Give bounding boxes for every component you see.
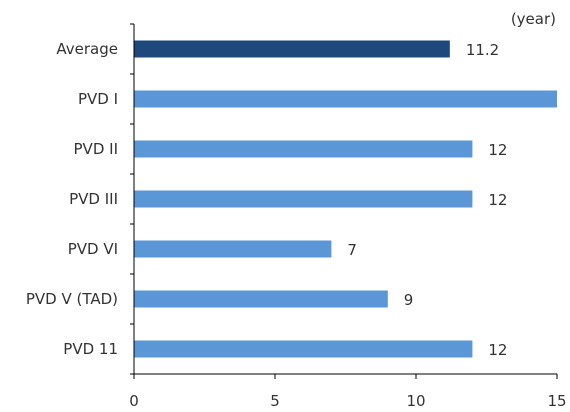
- bar-pvd-v-tad: [134, 290, 388, 308]
- bar-pvd-11: [134, 340, 473, 358]
- x-tick-label: 10: [406, 392, 425, 410]
- value-label: 11.2: [466, 41, 499, 59]
- category-label: Average: [56, 40, 118, 58]
- value-label: 12: [488, 341, 507, 359]
- category-label: PVD I: [78, 90, 118, 108]
- bar-average: [134, 40, 450, 58]
- value-label: 12: [488, 191, 507, 209]
- value-label: 7: [347, 241, 357, 259]
- axes-group: 0 5 10 15: [129, 23, 567, 410]
- category-label: PVD II: [74, 140, 118, 158]
- category-label: PVD VI: [68, 240, 118, 258]
- value-label: 9: [404, 291, 414, 309]
- bar-pvd-iii: [134, 190, 473, 208]
- x-tick-label: 0: [129, 392, 139, 410]
- value-label: 12: [488, 141, 507, 159]
- x-tick-label: 15: [547, 392, 566, 410]
- unit-label: (year): [511, 10, 556, 28]
- category-label: PVD 11: [63, 340, 118, 358]
- bar-pvd-vi: [134, 240, 332, 258]
- x-tick-label: 5: [270, 392, 280, 410]
- category-label: PVD III: [69, 190, 118, 208]
- bar-pvd-i: [134, 90, 557, 108]
- category-label: PVD V (TAD): [26, 290, 118, 308]
- bar-pvd-ii: [134, 140, 473, 158]
